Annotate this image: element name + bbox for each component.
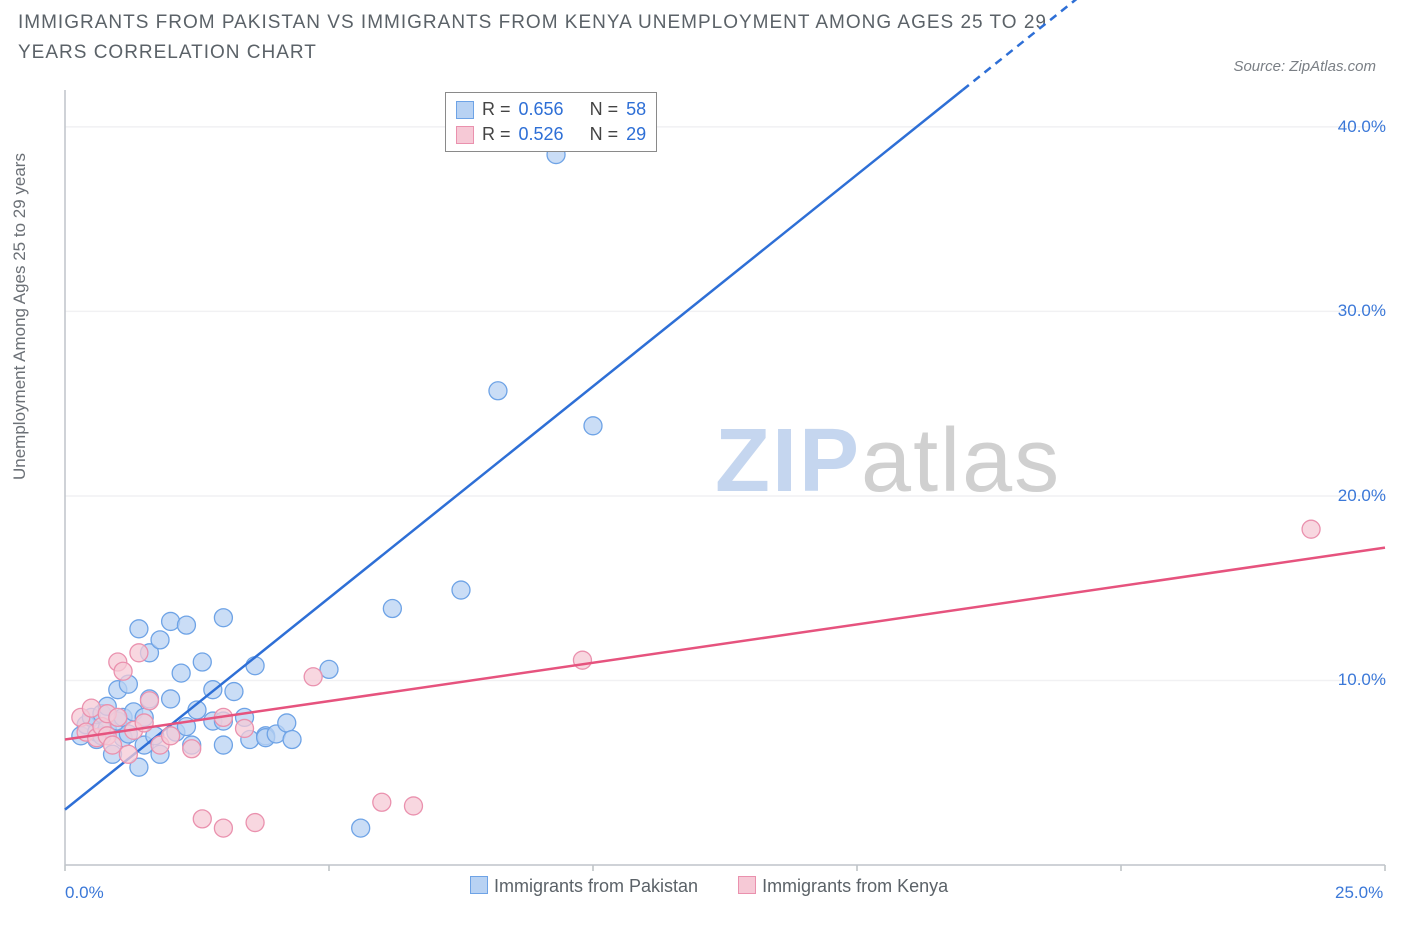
- series-legend: Immigrants from Pakistan Immigrants from …: [470, 876, 948, 897]
- legend-item: Immigrants from Kenya: [738, 876, 948, 897]
- x-tick-label: 0.0%: [65, 883, 104, 903]
- scatter-chart: [0, 0, 1406, 930]
- y-tick-label: 10.0%: [1338, 670, 1386, 690]
- y-tick-label: 30.0%: [1338, 301, 1386, 321]
- y-tick-label: 40.0%: [1338, 117, 1386, 137]
- legend-row: R = 0.656N = 58: [456, 97, 646, 122]
- correlation-legend: R = 0.656N = 58R = 0.526N = 29: [445, 92, 657, 152]
- legend-item: Immigrants from Pakistan: [470, 876, 698, 897]
- x-tick-label: 25.0%: [1335, 883, 1383, 903]
- legend-row: R = 0.526N = 29: [456, 122, 646, 147]
- y-tick-label: 20.0%: [1338, 486, 1386, 506]
